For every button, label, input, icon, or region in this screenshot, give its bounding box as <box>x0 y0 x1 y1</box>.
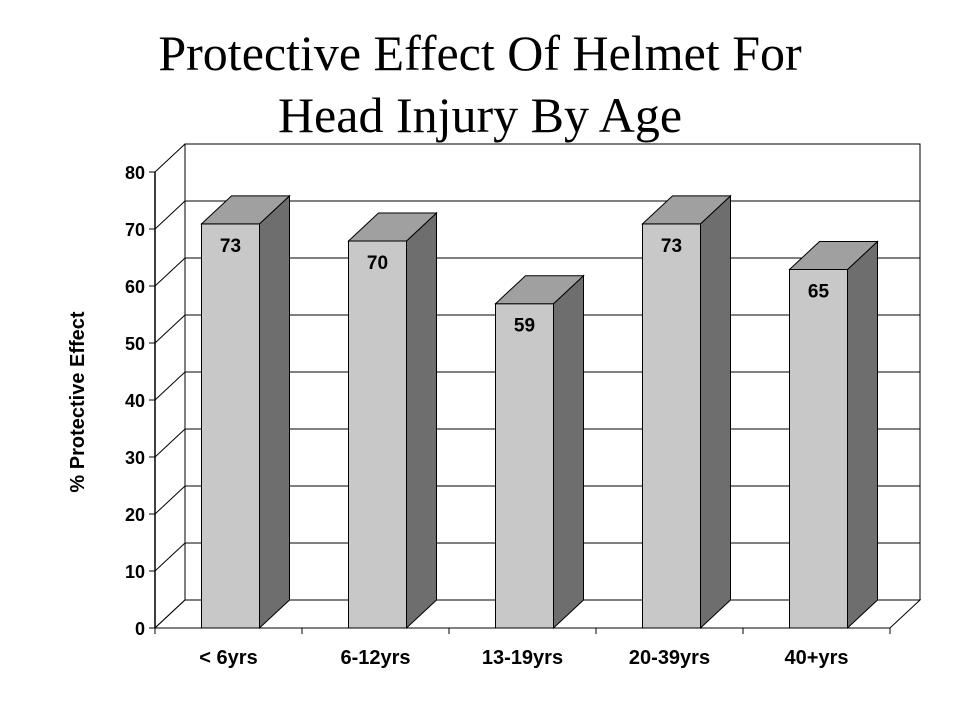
y-tick-label: 60 <box>125 277 145 297</box>
bar-front <box>495 303 554 629</box>
y-tick-label: 30 <box>125 448 145 468</box>
y-tick-label: 0 <box>135 619 145 639</box>
y-tick-label: 70 <box>125 220 145 240</box>
label-layer: 73 < 6yrs 70 6-12yrs 59 13-19yrs 73 20-39yrs 65 4… <box>199 236 848 669</box>
data-label: 70 <box>367 253 388 274</box>
y-tick-label: 10 <box>125 562 145 582</box>
bar-top <box>788 241 879 270</box>
data-label: 65 <box>808 282 830 303</box>
data-label: 59 <box>514 316 535 337</box>
gridline-diagonal <box>154 200 186 230</box>
chart-title: Protective Effect Of Helmet For Head Inj… <box>0 22 960 146</box>
x-tick-label: 6-12yrs <box>340 647 410 669</box>
bar-side <box>406 211 437 630</box>
gridline-diagonal <box>154 257 186 287</box>
y-axis-label: % Protective Effect <box>67 311 89 493</box>
bar-side <box>700 194 731 630</box>
y-tick-label: 80 <box>125 163 145 183</box>
bar-front <box>201 223 260 629</box>
x-tick-label: 13-19yrs <box>482 647 563 669</box>
bar-top <box>494 275 585 305</box>
bar-top <box>641 195 732 225</box>
bar-top <box>200 195 291 225</box>
x-tick-label: < 6yrs <box>199 647 257 669</box>
chart-title-line-2: Head Injury By Age <box>277 87 683 143</box>
bar-layer <box>200 194 879 630</box>
y-tick-label: 50 <box>125 334 145 354</box>
gridline-diagonal <box>154 371 186 401</box>
data-label: 73 <box>220 236 241 257</box>
x-tick-label: 20-39yrs <box>629 647 710 669</box>
bar-side <box>553 274 584 630</box>
gridline-diagonal <box>154 143 186 173</box>
bar-front <box>789 269 848 629</box>
axis-layer: 0 10 20 30 40 50 60 70 80 <box>125 163 891 639</box>
bar-front <box>642 223 701 629</box>
chart-title-line-1: Protective Effect Of Helmet For <box>158 25 802 81</box>
gridline-diagonal <box>154 314 186 344</box>
gridline-diagonal <box>154 485 186 515</box>
bar-top <box>347 212 438 242</box>
bar-side <box>259 194 290 630</box>
y-tick-label: 20 <box>125 505 145 525</box>
x-tick-label: 40+yrs <box>785 647 849 669</box>
bar-side <box>847 240 878 630</box>
gridline-diagonal <box>154 428 186 458</box>
y-tick-label: 40 <box>125 391 145 411</box>
gridline-diagonal <box>154 542 186 572</box>
data-label: 73 <box>661 236 682 257</box>
bar-front <box>348 240 407 629</box>
